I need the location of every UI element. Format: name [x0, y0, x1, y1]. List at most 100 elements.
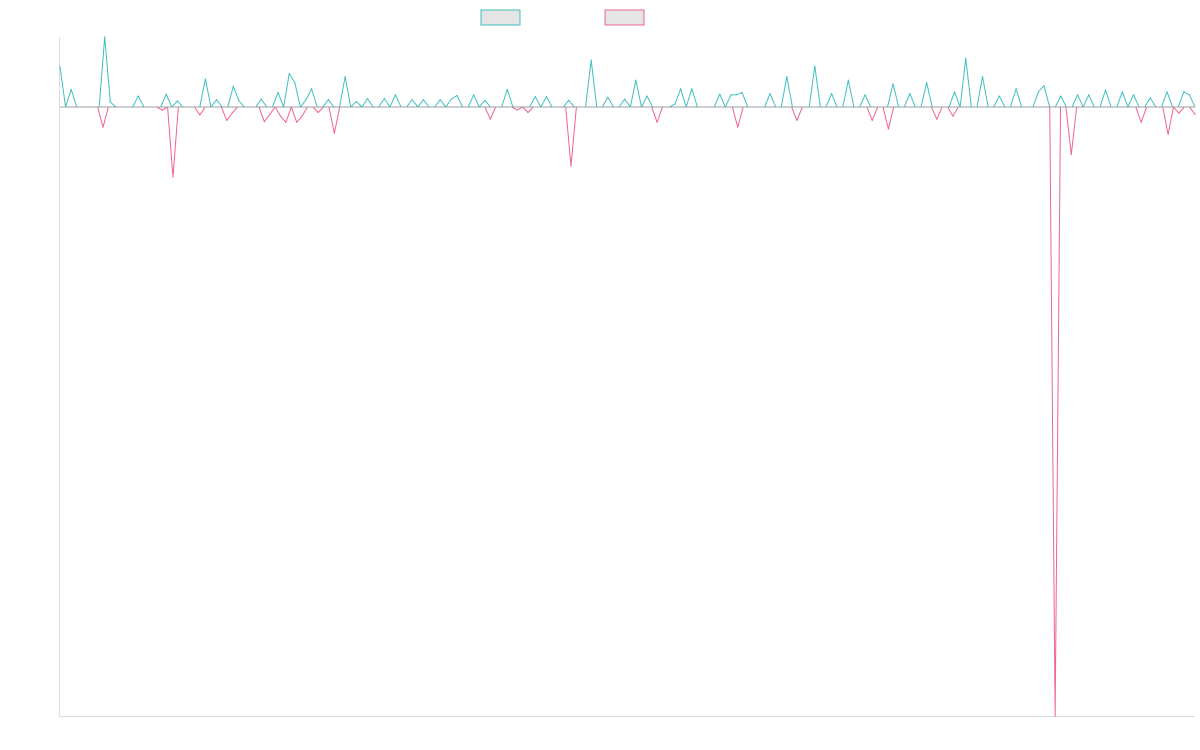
data-point-series-1[interactable] [892, 83, 894, 85]
data-point-series-1[interactable] [344, 75, 346, 78]
data-point-series-1[interactable] [394, 94, 397, 96]
data-point-series-1[interactable] [646, 95, 648, 97]
data-point-series-2[interactable] [226, 119, 228, 122]
data-point-series-2[interactable] [269, 113, 271, 115]
data-point-series-1[interactable] [176, 100, 179, 102]
data-point-series-2[interactable] [1167, 133, 1169, 136]
data-point-series-1[interactable] [422, 99, 425, 101]
data-point-series-1[interactable] [288, 72, 290, 75]
data-point-series-1[interactable] [260, 98, 262, 100]
data-point-series-2[interactable] [570, 165, 572, 167]
data-point-series-1[interactable] [294, 82, 296, 84]
data-point-series-1[interactable] [590, 59, 592, 61]
data-point-series-1[interactable] [568, 99, 570, 101]
data-point-series-1[interactable] [847, 79, 849, 81]
data-point-series-1[interactable] [674, 103, 676, 105]
data-point-series-1[interactable] [624, 98, 626, 100]
data-point-series-2[interactable] [172, 176, 174, 178]
data-point-series-1[interactable] [635, 79, 637, 81]
data-point-series-1[interactable] [439, 99, 441, 101]
data-point-series-1[interactable] [691, 88, 693, 90]
data-point-series-1[interactable] [104, 36, 106, 38]
data-point-series-2[interactable] [936, 118, 938, 120]
data-point-series-2[interactable] [301, 115, 303, 117]
data-point-series-2[interactable] [296, 121, 298, 123]
data-point-series-1[interactable] [215, 99, 218, 101]
data-point-series-1[interactable] [1060, 95, 1062, 97]
data-point-series-1[interactable] [786, 75, 788, 78]
data-point-series-2[interactable] [199, 114, 201, 116]
legend-swatch-series-2[interactable] [604, 9, 645, 26]
data-point-series-1[interactable] [735, 94, 738, 96]
data-point-series-2[interactable] [952, 115, 954, 117]
data-point-series-1[interactable] [1166, 91, 1168, 93]
data-point-series-2[interactable] [279, 115, 282, 117]
data-point-series-1[interactable] [366, 97, 369, 100]
data-point-series-1[interactable] [607, 96, 609, 98]
data-point-series-2[interactable] [656, 121, 658, 123]
data-point-series-1[interactable] [506, 88, 508, 90]
data-point-series-1[interactable] [814, 65, 816, 67]
data-point-series-1[interactable] [1043, 85, 1045, 87]
data-point-series-1[interactable] [1183, 91, 1185, 93]
data-point-series-2[interactable] [796, 119, 798, 122]
data-point-series-2[interactable] [887, 128, 889, 130]
data-point-series-1[interactable] [277, 91, 279, 94]
data-point-series-1[interactable] [769, 93, 771, 95]
data-point-series-2[interactable] [527, 111, 529, 114]
data-point-series-1[interactable] [864, 94, 866, 96]
data-point-series-1[interactable] [680, 88, 682, 90]
data-point-series-1[interactable] [1121, 91, 1123, 93]
data-point-series-1[interactable] [59, 66, 61, 68]
data-point-series-2[interactable] [871, 119, 873, 122]
data-point-series-1[interactable] [70, 88, 72, 90]
data-point-series-2[interactable] [317, 111, 319, 114]
data-point-series-2[interactable] [737, 126, 739, 128]
data-point-series-1[interactable] [137, 95, 139, 97]
data-point-series-1[interactable] [355, 100, 357, 103]
data-point-series-2[interactable] [161, 109, 163, 111]
data-point-series-2[interactable] [1178, 112, 1180, 114]
legend-swatch-series-1[interactable] [480, 9, 521, 26]
data-point-series-1[interactable] [1015, 88, 1017, 90]
data-point-series-1[interactable] [909, 93, 911, 95]
data-point-series-2[interactable] [263, 121, 266, 123]
data-point-series-2[interactable] [1194, 113, 1196, 115]
data-point-series-1[interactable] [232, 85, 234, 87]
data-point-series-2[interactable] [1070, 153, 1072, 156]
data-point-series-1[interactable] [484, 99, 486, 101]
data-point-series-1[interactable] [456, 94, 458, 97]
data-point-series-1[interactable] [719, 93, 721, 95]
data-point-series-1[interactable] [109, 101, 111, 103]
data-point-series-1[interactable] [1132, 94, 1135, 96]
data-point-series-1[interactable] [998, 95, 1000, 97]
data-point-series-1[interactable] [545, 96, 548, 98]
data-point-series-1[interactable] [411, 99, 413, 101]
data-point-series-1[interactable] [926, 82, 928, 84]
data-point-series-1[interactable] [383, 97, 385, 100]
data-point-series-1[interactable] [741, 91, 743, 94]
data-point-series-1[interactable] [305, 99, 307, 101]
data-point-series-1[interactable] [981, 75, 984, 78]
data-point-series-2[interactable] [102, 126, 104, 128]
data-point-series-2[interactable] [231, 112, 233, 114]
data-point-series-2[interactable] [516, 109, 518, 111]
data-point-series-1[interactable] [473, 94, 475, 96]
data-point-series-1[interactable] [327, 99, 329, 101]
data-point-series-1[interactable] [204, 78, 206, 80]
data-point-series-1[interactable] [1076, 94, 1079, 96]
data-point-series-2[interactable] [1054, 715, 1056, 717]
data-point-series-1[interactable] [1037, 91, 1040, 93]
data-point-series-2[interactable] [489, 118, 491, 120]
data-point-series-2[interactable] [1140, 121, 1142, 123]
data-point-series-1[interactable] [1149, 97, 1151, 99]
data-point-series-1[interactable] [730, 94, 732, 96]
data-point-series-1[interactable] [1188, 94, 1191, 96]
data-point-series-1[interactable] [953, 91, 956, 93]
data-point-series-1[interactable] [311, 88, 313, 90]
data-point-series-1[interactable] [965, 57, 967, 59]
data-point-series-2[interactable] [333, 132, 335, 134]
data-point-series-1[interactable] [830, 93, 833, 95]
data-point-series-1[interactable] [450, 98, 452, 100]
data-point-series-1[interactable] [1088, 94, 1090, 96]
